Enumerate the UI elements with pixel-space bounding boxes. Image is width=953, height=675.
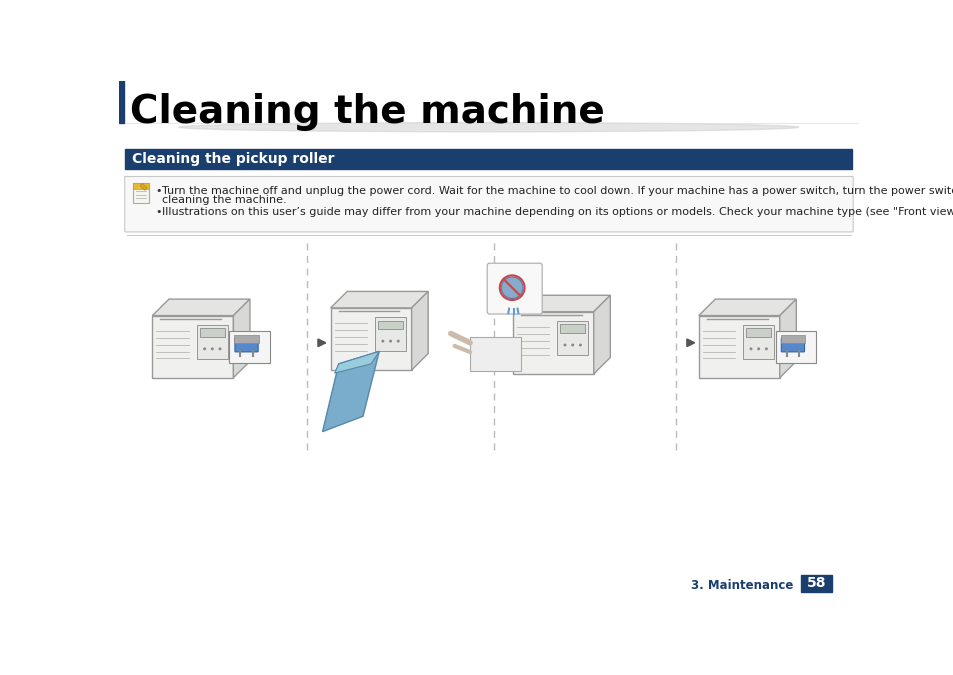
Circle shape [764,348,767,350]
Bar [377,321,402,329]
Circle shape [396,340,399,343]
Text: cleaning the machine.: cleaning the machine. [162,195,286,205]
Bar [557,321,587,355]
Circle shape [749,348,752,350]
Bar [745,328,770,337]
Bar [152,315,233,378]
Circle shape [571,344,574,346]
Circle shape [500,277,522,298]
Text: Turn the machine off and unplug the power cord. Wait for the machine to cool dow: Turn the machine off and unplug the powe… [162,186,953,196]
Polygon shape [152,299,250,315]
Text: •: • [154,207,161,217]
Polygon shape [233,299,250,378]
Polygon shape [322,352,379,431]
Text: Cleaning the pickup roller: Cleaning the pickup roller [132,152,334,166]
Bar [230,331,270,363]
Text: 58: 58 [806,576,825,590]
Bar [133,184,149,203]
Bar [200,328,224,337]
Text: •: • [154,186,161,196]
Polygon shape [698,299,796,315]
Bar [125,148,852,169]
FancyBboxPatch shape [125,176,852,232]
Bar [559,325,584,333]
Circle shape [578,344,581,346]
Text: Cleaning the machine: Cleaning the machine [130,92,604,131]
Circle shape [381,340,384,343]
Bar [233,335,258,343]
Circle shape [203,348,206,350]
Polygon shape [331,292,428,308]
Circle shape [218,348,221,350]
Bar [331,308,411,370]
Polygon shape [593,295,610,374]
Bar [512,312,593,374]
Bar [470,337,520,371]
Circle shape [211,348,213,350]
Text: 3. Maintenance: 3. Maintenance [690,579,793,592]
Bar [375,317,406,352]
Circle shape [563,344,566,346]
Bar [775,331,816,363]
Circle shape [389,340,392,343]
Bar [780,335,804,343]
Polygon shape [140,184,147,190]
Bar [742,325,773,359]
Bar [196,325,228,359]
FancyBboxPatch shape [234,338,258,352]
Bar [698,315,779,378]
Text: Illustrations on this user’s guide may differ from your machine depending on its: Illustrations on this user’s guide may d… [162,207,953,217]
Polygon shape [512,295,610,312]
Polygon shape [335,352,379,373]
Bar [801,574,831,591]
Bar [133,184,149,189]
Bar [119,81,124,124]
Polygon shape [779,299,796,378]
Circle shape [757,348,760,350]
Polygon shape [411,292,428,370]
Ellipse shape [179,123,798,132]
FancyBboxPatch shape [487,263,541,314]
FancyBboxPatch shape [781,338,803,352]
